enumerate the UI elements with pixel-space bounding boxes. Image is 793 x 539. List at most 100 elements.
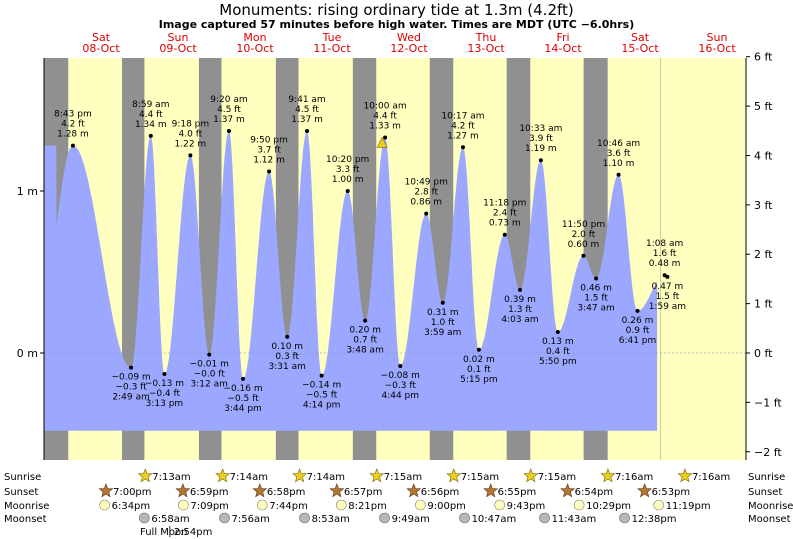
low-tide-label: −0.14 m: [302, 381, 341, 391]
high-tide-label: 1.37 m: [213, 115, 245, 125]
low-tide-label: 4:44 pm: [381, 391, 419, 401]
low-tide-label: 1.0 ft: [431, 318, 455, 328]
sunset-row-label-right: Sunset: [748, 487, 782, 498]
high-tide-point: [345, 189, 350, 193]
sunset-time: 6:53pm: [652, 487, 691, 498]
low-tide-point: [398, 363, 403, 368]
high-tide-label: 3.3 ft: [336, 165, 360, 175]
high-tide-label: 4.5 ft: [217, 105, 241, 115]
low-tide-label: 5:50 pm: [539, 357, 577, 367]
moonset-icon: [379, 512, 390, 524]
day-name: Sat: [92, 31, 111, 44]
moonrise-row-label-left: Moonrise: [4, 501, 49, 512]
day-date: 14-Oct: [544, 42, 582, 55]
day-date: 15-Oct: [621, 42, 659, 55]
low-tide-point: [594, 276, 599, 281]
high-tide-point: [70, 143, 75, 148]
high-tide-label: 10:49 pm: [405, 178, 448, 188]
high-tide-point: [148, 133, 153, 138]
moonrise-time: 6:34pm: [112, 501, 151, 512]
low-tide-label: 0.47 m: [652, 282, 684, 292]
high-tide-label: 9:18 pm: [172, 119, 210, 129]
right-tick-label: −1 ft: [754, 396, 782, 409]
moonrise-icon: [573, 499, 585, 511]
moonset-time: 12:38pm: [632, 514, 677, 525]
moonset-icon: [219, 512, 230, 524]
sunrise-row-label-right: Sunrise: [748, 472, 785, 483]
sunset-time: 6:58pm: [267, 487, 306, 498]
moonrise-icon: [415, 499, 426, 511]
moonset-time: 7:56am: [231, 514, 269, 525]
day-name: Mon: [243, 31, 266, 44]
chart-subtitle: Image captured 57 minutes before high wa…: [159, 18, 634, 31]
day-name: Tue: [322, 31, 342, 44]
low-tide-label: 0.1 ft: [467, 365, 491, 375]
moonset-icon: [459, 512, 470, 524]
high-tide-label: 2.0 ft: [572, 230, 596, 240]
low-tide-point: [162, 372, 167, 377]
low-tide-label: 1.5 ft: [656, 292, 680, 302]
high-tide-label: 10:20 pm: [326, 155, 369, 165]
sunset-icon: [98, 483, 114, 498]
high-tide-label: 2.4 ft: [493, 209, 517, 219]
low-tide-label: −0.3 ft: [385, 381, 417, 391]
day-name: Fri: [556, 31, 569, 44]
high-tide-label: 1.22 m: [175, 139, 207, 149]
high-tide-label: 0.48 m: [649, 259, 681, 269]
right-tick-label: 3 ft: [754, 199, 773, 212]
left-tick-label: 0 m: [17, 347, 38, 360]
high-tide-label: 1.27 m: [447, 131, 479, 141]
high-tide-label: 1.12 m: [253, 156, 285, 166]
day-date: 16-Oct: [698, 42, 736, 55]
moonset-time: 6:58am: [151, 514, 189, 525]
day-date: 13-Oct: [467, 42, 505, 55]
right-tick-label: 2 ft: [754, 248, 773, 261]
right-tick-label: 0 ft: [754, 347, 773, 360]
high-tide-label: 0.60 m: [568, 240, 600, 250]
high-tide-label: 4.2 ft: [61, 120, 85, 130]
high-tide-point: [424, 211, 429, 216]
high-tide-label: 4.5 ft: [295, 105, 319, 115]
sunrise-icon: [137, 468, 153, 483]
low-tide-label: −0.01 m: [190, 360, 229, 370]
high-tide-point: [616, 172, 621, 177]
low-tide-point: [555, 329, 560, 334]
day-name: Sat: [631, 31, 650, 44]
low-tide-label: 0.02 m: [463, 355, 495, 365]
low-tide-point: [319, 373, 324, 378]
right-tick-label: −2 ft: [754, 446, 782, 459]
day-date: 09-Oct: [159, 42, 197, 55]
sunrise-icon: [369, 468, 385, 483]
low-tide-label: 3:59 am: [424, 328, 461, 338]
high-tide-point: [460, 145, 465, 150]
high-tide-label: 1.37 m: [291, 115, 323, 125]
sunrise-row-label-left: Sunrise: [4, 472, 41, 483]
low-tide-label: −0.4 ft: [149, 389, 181, 399]
sunset-icon: [252, 483, 268, 498]
low-tide-label: −0.5 ft: [227, 394, 259, 404]
moonrise-time: 7:09pm: [190, 501, 229, 512]
low-tide-label: 0.10 m: [271, 342, 303, 352]
moonset-icon: [299, 512, 310, 524]
sunset-icon: [637, 483, 653, 498]
moonrise-icon: [99, 499, 110, 511]
low-tide-label: 0.20 m: [349, 326, 381, 336]
moonrise-time: 10:29pm: [586, 501, 631, 512]
tide-area: [43, 131, 658, 431]
high-tide-label: 9:50 pm: [250, 136, 288, 146]
moonset-icon: [139, 512, 150, 524]
low-tide-label: 0.3 ft: [275, 352, 299, 362]
sunset-icon: [175, 483, 191, 498]
sunrise-icon: [523, 468, 539, 483]
sunrise-time: 7:15am: [384, 472, 422, 483]
sunset-row-label-left: Sunset: [4, 487, 38, 498]
left-axis: 1 m 0 m: [17, 58, 45, 460]
low-tide-label: −0.5 ft: [306, 391, 338, 401]
sunrise-time: 7:16am: [615, 472, 653, 483]
high-tide-label: 4.0 ft: [179, 129, 203, 139]
low-tide-label: 2:49 am: [112, 393, 149, 403]
low-tide-point: [665, 274, 670, 279]
sunset-time: 6:59pm: [190, 487, 229, 498]
low-tide-label: −0.13 m: [145, 379, 184, 389]
